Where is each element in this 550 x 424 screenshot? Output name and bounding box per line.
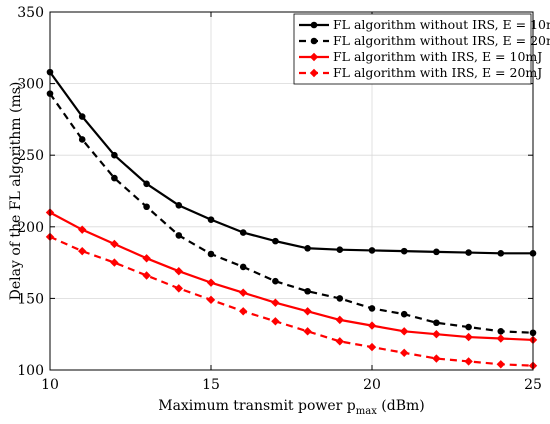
data-point bbox=[175, 202, 183, 209]
data-point bbox=[432, 330, 441, 339]
data-point bbox=[206, 278, 216, 287]
data-point bbox=[143, 203, 150, 211]
data-point bbox=[174, 284, 183, 293]
data-point bbox=[303, 307, 312, 316]
data-point bbox=[272, 237, 279, 245]
series-2 bbox=[46, 90, 537, 337]
data-point bbox=[497, 328, 505, 335]
data-point bbox=[239, 288, 248, 297]
y-tick-label: 150 bbox=[17, 291, 44, 307]
data-point bbox=[110, 258, 119, 267]
data-point bbox=[303, 327, 312, 336]
data-point bbox=[497, 249, 505, 257]
data-point bbox=[465, 249, 472, 256]
legend-marker bbox=[309, 68, 319, 78]
data-point bbox=[400, 310, 408, 318]
data-point bbox=[271, 317, 280, 326]
data-point bbox=[78, 246, 87, 256]
x-axis-label: Maximum transmit power pmax (dBm) bbox=[158, 398, 425, 417]
data-point bbox=[111, 174, 118, 182]
x-tick-label: 10 bbox=[41, 377, 59, 393]
data-point bbox=[336, 295, 344, 302]
data-point bbox=[304, 287, 311, 295]
series-line bbox=[49, 235, 534, 367]
data-point bbox=[367, 342, 377, 352]
data-point bbox=[143, 180, 150, 188]
data-point bbox=[206, 295, 216, 305]
data-point bbox=[496, 360, 505, 369]
series-line bbox=[49, 211, 534, 342]
y-tick-label: 200 bbox=[17, 220, 44, 236]
x-tick-label: 20 bbox=[363, 377, 381, 393]
legend-label: FL algorithm without IRS, E = 10mJ bbox=[333, 17, 550, 32]
data-point bbox=[368, 305, 376, 312]
data-point bbox=[432, 354, 441, 363]
legend-marker bbox=[310, 21, 318, 29]
data-point bbox=[110, 239, 119, 249]
x-tick-label: 25 bbox=[524, 377, 542, 393]
series-layer bbox=[45, 68, 538, 370]
y-tick-label: 250 bbox=[17, 148, 44, 164]
data-point bbox=[433, 319, 440, 327]
legend-label: FL algorithm without IRS, E = 20mJ bbox=[333, 33, 550, 48]
data-point bbox=[335, 315, 344, 325]
data-point bbox=[142, 271, 151, 280]
data-point bbox=[78, 225, 87, 234]
data-point bbox=[239, 263, 247, 271]
data-point bbox=[335, 337, 344, 346]
data-point bbox=[239, 307, 248, 316]
legend-marker bbox=[309, 52, 319, 62]
series-line bbox=[49, 71, 533, 255]
data-point bbox=[207, 216, 215, 223]
legend-marker bbox=[310, 37, 318, 45]
data-point bbox=[433, 248, 440, 256]
x-axis-label-unit: (dBm) bbox=[377, 398, 425, 414]
data-point bbox=[304, 244, 311, 252]
y-tick-label: 100 bbox=[17, 363, 44, 379]
data-point bbox=[400, 327, 409, 336]
data-point bbox=[496, 334, 505, 343]
data-point bbox=[111, 151, 118, 159]
y-tick-label: 300 bbox=[17, 77, 44, 93]
data-point bbox=[464, 332, 473, 342]
series-1 bbox=[46, 68, 537, 257]
data-point bbox=[78, 136, 86, 143]
data-point bbox=[368, 247, 376, 254]
series-line bbox=[49, 92, 534, 334]
series-4 bbox=[45, 232, 538, 370]
data-point bbox=[367, 321, 377, 330]
x-axis-label-main: Maximum transmit power p bbox=[158, 398, 356, 414]
legend-label: FL algorithm with IRS, E = 10mJ bbox=[333, 49, 542, 64]
legend-label: FL algorithm with IRS, E = 20mJ bbox=[333, 65, 542, 80]
data-point bbox=[78, 113, 86, 120]
x-axis-label-sub: max bbox=[356, 406, 377, 417]
legend-box bbox=[293, 13, 532, 85]
plot-frame bbox=[49, 11, 534, 371]
data-point bbox=[400, 247, 408, 255]
data-point bbox=[465, 323, 472, 331]
data-point bbox=[142, 254, 151, 263]
data-point bbox=[336, 246, 344, 254]
data-point bbox=[271, 298, 280, 307]
x-tick-label: 15 bbox=[202, 377, 220, 393]
series-3 bbox=[45, 208, 538, 345]
y-tick-label: 350 bbox=[17, 5, 44, 21]
data-point bbox=[239, 229, 247, 236]
data-point bbox=[174, 266, 183, 276]
data-point bbox=[207, 250, 215, 258]
axis-ticks: 10 15 20 25 100 150 200 250 300 350 bbox=[17, 5, 542, 393]
y-axis-label: Delay of the FL algorithm (ms) bbox=[8, 82, 24, 301]
data-point bbox=[464, 357, 473, 366]
data-point bbox=[175, 232, 183, 239]
data-point bbox=[400, 348, 409, 358]
data-point bbox=[272, 277, 279, 285]
